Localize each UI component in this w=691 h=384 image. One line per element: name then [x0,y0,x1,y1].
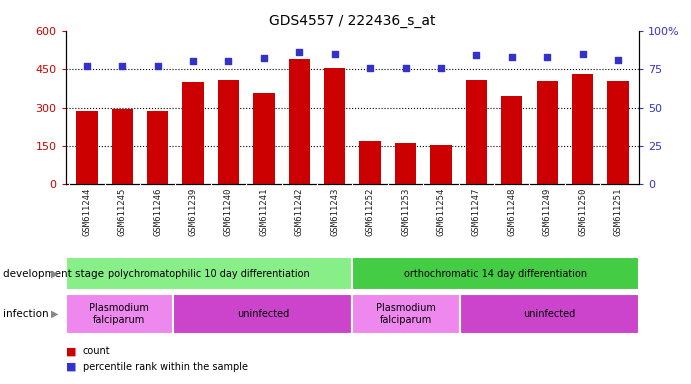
Point [117,63,128,69]
Point [82,63,93,69]
Bar [536,81,558,184]
Text: ■: ■ [66,362,76,372]
Text: GSM611251: GSM611251 [614,188,623,236]
Bar [359,141,381,184]
Text: GSM611239: GSM611239 [189,188,198,236]
Text: GSM611243: GSM611243 [330,188,339,236]
Bar [66,257,352,290]
Bar [324,68,346,184]
Bar [572,74,593,184]
Text: uninfected: uninfected [237,309,289,319]
Text: GSM611253: GSM611253 [401,188,410,236]
Text: uninfected: uninfected [524,309,576,319]
Bar [460,294,639,334]
Text: orthochromatic 14 day differentiation: orthochromatic 14 day differentiation [404,268,587,279]
Bar [182,83,204,184]
Text: GSM611246: GSM611246 [153,188,162,236]
Text: ▶: ▶ [51,268,59,279]
Text: development stage: development stage [3,268,104,279]
Text: GSM611250: GSM611250 [578,188,587,236]
Point [542,54,553,60]
Text: Plasmodium
falciparum: Plasmodium falciparum [89,303,149,325]
Text: GSM611248: GSM611248 [507,188,516,236]
Bar [76,111,97,184]
Point [612,57,623,63]
Point [152,63,163,69]
Point [187,58,198,65]
Bar [430,145,451,184]
Text: Plasmodium
falciparum: Plasmodium falciparum [376,303,436,325]
Bar [466,80,487,184]
Bar [218,80,239,184]
Bar [112,109,133,184]
Text: GSM611242: GSM611242 [295,188,304,236]
Point [471,52,482,58]
Point [507,54,518,60]
Point [435,65,446,71]
Text: GSM611252: GSM611252 [366,188,375,236]
Bar [147,111,169,184]
Bar [607,81,629,184]
Title: GDS4557 / 222436_s_at: GDS4557 / 222436_s_at [269,14,435,28]
Bar [501,96,522,184]
Text: infection: infection [3,309,49,319]
Text: GSM611254: GSM611254 [437,188,446,236]
Point [223,58,234,65]
Text: ■: ■ [66,346,76,356]
Text: GSM611241: GSM611241 [259,188,268,236]
Text: GSM611244: GSM611244 [82,188,91,236]
Bar [352,257,639,290]
Point [400,65,411,71]
Bar [173,294,352,334]
Bar [395,142,416,184]
Text: GSM611245: GSM611245 [117,188,126,236]
Text: percentile rank within the sample: percentile rank within the sample [83,362,248,372]
Text: count: count [83,346,111,356]
Text: GSM611247: GSM611247 [472,188,481,236]
Point [329,51,340,57]
Bar [254,93,274,184]
Text: polychromatophilic 10 day differentiation: polychromatophilic 10 day differentiatio… [108,268,310,279]
Text: ▶: ▶ [51,309,59,319]
Point [258,55,269,61]
Text: GSM611249: GSM611249 [542,188,551,236]
Point [365,65,376,71]
Point [577,51,588,57]
Bar [289,59,310,184]
Bar [352,294,460,334]
Point [294,49,305,55]
Text: GSM611240: GSM611240 [224,188,233,236]
Bar [66,294,173,334]
